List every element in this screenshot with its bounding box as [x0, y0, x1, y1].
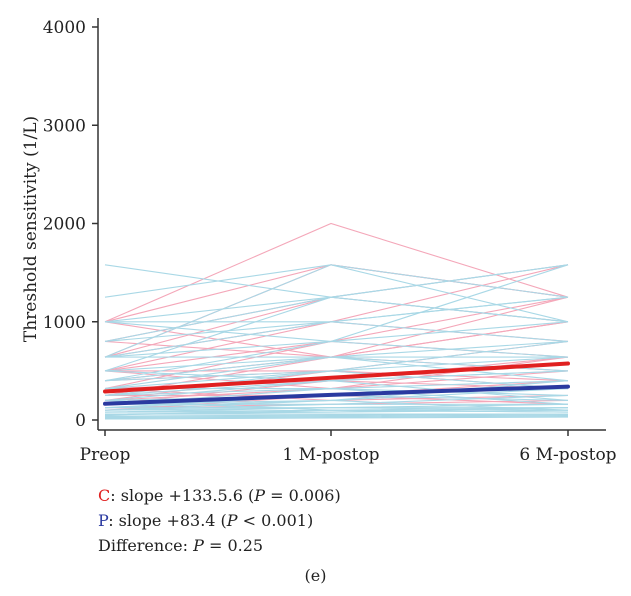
c-subject-line — [104, 296, 569, 372]
legend-diff-text: Difference: — [98, 536, 194, 555]
y-axis-title: Threshold sensitivity (1/L) — [21, 116, 41, 342]
figure-caption: (e) — [304, 566, 327, 585]
legend-c-letter: C — [98, 486, 111, 505]
legend-c-p: P — [254, 486, 266, 505]
x-tick-label: 1 M-postop — [282, 445, 379, 465]
p-subject-line — [104, 416, 569, 420]
threshold-sensitivity-chart: 0 1000 2000 3000 4000 Preop 1 M-postop 6 M-post… — [21, 18, 617, 465]
legend-c-text: : slope +133.5.6 ( — [110, 486, 255, 505]
legend-p-p: P — [226, 511, 238, 530]
p-subject-line — [104, 399, 569, 411]
x-tick-label: 6 M-postop — [519, 445, 616, 465]
y-tick-label: 4000 — [43, 18, 86, 38]
legend-c: C: slope +133.5.6 (P = 0.006) — [98, 483, 341, 508]
legend-p-pvalue: < 0.001) — [237, 511, 314, 530]
c-subject-line — [104, 264, 569, 342]
p-subject-line — [104, 414, 569, 418]
p-subject-line — [104, 296, 569, 372]
y-tick-label: 3000 — [43, 116, 86, 136]
y-tick-label: 2000 — [43, 215, 86, 235]
axes — [92, 18, 606, 436]
p-subject-line — [104, 264, 569, 358]
legend-diff-p: P — [193, 536, 204, 555]
c-subject-line — [104, 264, 569, 372]
p-subject-line — [105, 321, 569, 342]
p-subject-line — [104, 264, 569, 358]
p-subject-line — [105, 409, 569, 413]
tick-labels: 0 1000 2000 3000 4000 Preop 1 M-postop 6 M-post… — [43, 18, 617, 465]
series-p-mean-line — [103, 384, 570, 406]
legend-p-letter: P — [98, 511, 109, 530]
p-subject-line — [104, 415, 569, 419]
p-subject-line — [104, 413, 569, 417]
c-subject-line — [104, 264, 569, 358]
series-c-mean-line — [103, 361, 570, 394]
y-tick-label: 1000 — [43, 313, 86, 333]
legend-p-text: : slope +83.4 ( — [108, 511, 227, 530]
p-subject-line — [104, 264, 569, 323]
legend: C: slope +133.5.6 (P = 0.006) P: slope +… — [98, 483, 341, 558]
x-tick-label: Preop — [80, 445, 131, 465]
p-subject-line — [104, 409, 569, 416]
y-tick-label: 0 — [75, 411, 86, 431]
legend-p: P: slope +83.4 (P < 0.001) — [98, 508, 341, 533]
mean-lines — [103, 361, 570, 406]
c-subject-line — [104, 222, 569, 323]
legend-diff-pvalue: = 0.25 — [203, 536, 264, 555]
c-subject-line — [104, 264, 569, 323]
legend-difference: Difference: P = 0.25 — [98, 533, 341, 558]
legend-c-pvalue: = 0.006) — [265, 486, 341, 505]
p-subject-line — [104, 380, 569, 401]
c-subject-line — [104, 321, 569, 382]
